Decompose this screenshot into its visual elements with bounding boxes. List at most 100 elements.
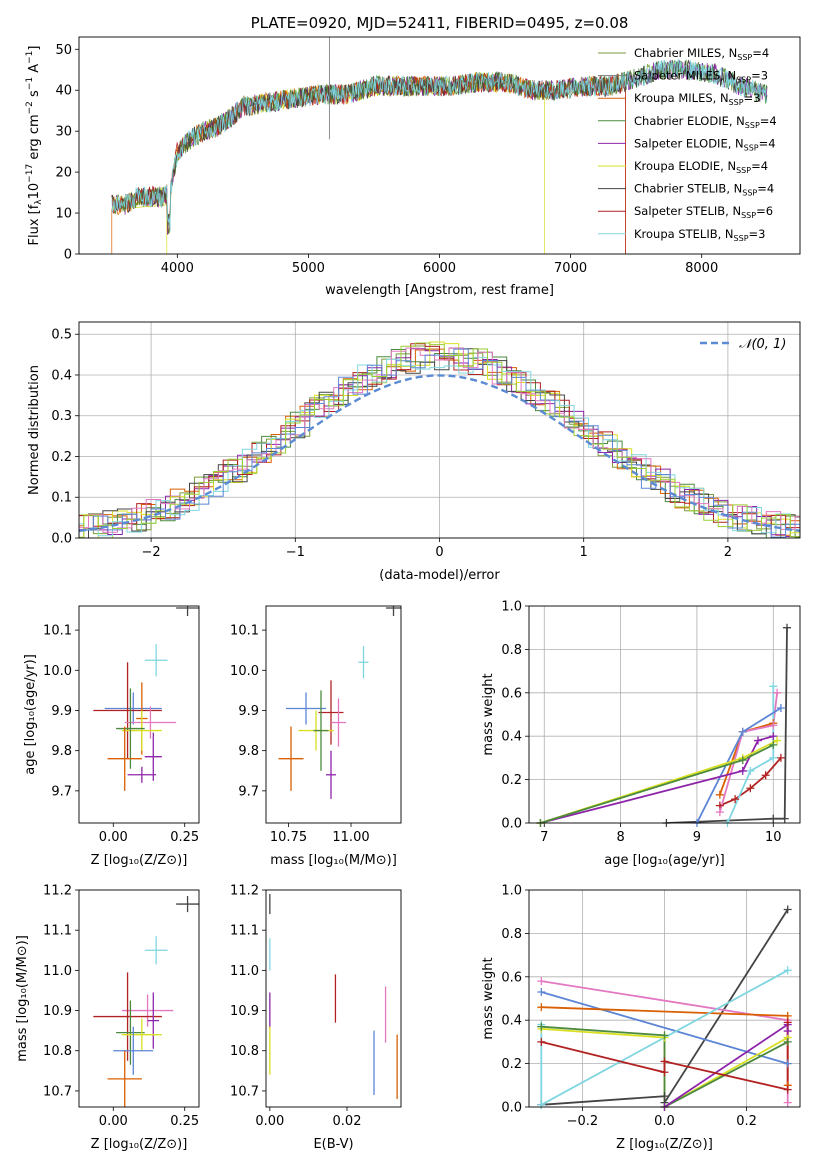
legend-label-text: Kroupa STELIB, N <box>634 227 734 241</box>
series-line <box>720 693 777 812</box>
y-tick-label: 0.2 <box>501 773 522 788</box>
x-axis-label: Z [log₁₀(Z/Z⊙)] <box>91 1137 188 1152</box>
legend-label-text: Kroupa ELODIE, N <box>634 159 736 173</box>
y-tick-label: 9.9 <box>51 704 72 719</box>
y-tick-label: 20 <box>55 166 72 181</box>
y-tick-label: 11.2 <box>43 884 72 899</box>
figure-canvas: 4000 5000 6000 7000 800001020304050PLATE=092… <box>0 0 819 1170</box>
plot-area <box>93 600 199 791</box>
legend-label-eq: =4 <box>759 136 776 150</box>
legend-label-text: Chabrier ELODIE, N <box>634 114 745 128</box>
legend-label-eq: =4 <box>751 159 768 173</box>
plot-area <box>270 894 397 1099</box>
x-tick-label: 0.00 <box>99 830 128 845</box>
x-tick-label: 7000 <box>554 261 587 276</box>
histogram-steps <box>74 348 819 538</box>
plot-area <box>65 322 819 538</box>
series-marker <box>769 682 777 690</box>
legend-label-eq: =6 <box>756 204 773 218</box>
legend-label: Kroupa ELODIE, NSSP=4 <box>634 159 768 175</box>
x-tick-label: −1 <box>286 545 305 560</box>
y-tick-label: 11.1 <box>230 924 259 939</box>
panel-3: 0.00 0.25 9.7 9.8 9.9 10.0 10.1 Z [log₁₀(Z/Z⊙)]… <box>23 600 199 868</box>
series-marker <box>537 1038 545 1046</box>
legend: 𝒩(0, 1) <box>700 337 786 352</box>
legend-label: Chabrier ELODIE, NSSP=4 <box>634 114 777 130</box>
y-tick-label: 0.2 <box>501 1057 522 1072</box>
y-tick-label: 10.1 <box>43 624 72 639</box>
y-tick-label: 10.9 <box>43 1004 72 1019</box>
histogram-steps <box>74 350 819 539</box>
panel-1: 4000 5000 6000 7000 8000 0 10 20 30 40 50 PLATE=092… <box>25 14 800 298</box>
series-marker <box>773 689 781 697</box>
y-tick-label: 10 <box>55 207 72 222</box>
x-tick-label: 0.2 <box>736 1114 757 1129</box>
y-axis-label: age [log₁₀(age/yr)] <box>23 654 38 775</box>
legend-label-eq: =4 <box>752 46 769 60</box>
y-axis-label-part: 10 <box>27 183 42 200</box>
legend-label-sub: SSP <box>744 143 759 152</box>
y-tick-label: 0.4 <box>501 1014 522 1029</box>
series-marker <box>661 1068 669 1076</box>
y-tick-label: 0.6 <box>501 970 522 985</box>
legend-label: Chabrier STELIB, NSSP=4 <box>634 182 774 198</box>
y-axis-label-part: Flux [f <box>27 204 42 245</box>
x-tick-label: 4000 <box>161 261 194 276</box>
y-axis-label-part: A <box>27 64 42 77</box>
legend-label-text: Salpeter ELODIE, N <box>634 136 744 150</box>
y-tick-label: 9.7 <box>51 784 72 799</box>
panel-5: 7 8 9 100.00.20.40.60.81.0age [log₁₀(age/yr… <box>481 600 800 869</box>
y-tick-label: 0.2 <box>51 450 72 465</box>
panel-4: 10.75 11.00 9.7 9.8 9.9 10.0 10.1 mass [log₁₀(M… <box>230 600 401 868</box>
axes-frame <box>266 890 401 1107</box>
legend-label-text: Kroupa MILES, N <box>634 91 729 105</box>
series-marker <box>783 624 791 632</box>
y-tick-label: 0 <box>64 248 72 263</box>
y-axis-label: mass weight <box>481 673 496 755</box>
y-tick-label: 10.1 <box>230 624 259 639</box>
y-axis-label-part: −2 <box>25 101 35 114</box>
x-tick-label: 10.75 <box>270 830 307 845</box>
y-tick-label: 11.2 <box>230 884 259 899</box>
series-marker <box>784 966 792 974</box>
y-axis-label-part: −1 <box>25 77 35 90</box>
legend-label-sub: SSP <box>729 98 744 107</box>
y-tick-label: 1.0 <box>501 884 522 899</box>
x-axis-label: Z [log₁₀(Z/Z⊙)] <box>91 853 188 868</box>
y-tick-label: 0.0 <box>501 1101 522 1116</box>
series-marker <box>769 754 777 762</box>
x-axis-label: E(B-V) <box>313 1137 353 1152</box>
x-tick-label: −0.2 <box>567 1114 599 1129</box>
series-marker <box>784 1027 792 1035</box>
x-tick-label: 8 <box>616 830 624 845</box>
x-tick-label: 0.02 <box>333 1114 362 1129</box>
x-tick-label: 7 <box>540 830 548 845</box>
axes-frame <box>79 606 199 823</box>
panel-2: −2 −1 0 1 20.00.10.20.30.40.5(data-model)/er… <box>27 322 819 583</box>
axes-frame <box>266 606 401 823</box>
legend-label-eq: =4 <box>757 182 774 196</box>
series-marker <box>769 815 777 823</box>
legend-label-sub: SSP <box>736 76 751 85</box>
plot-area <box>529 606 800 823</box>
x-axis-label: (data-model)/error <box>379 568 500 583</box>
legend-label-eq: =4 <box>760 114 777 128</box>
figure: 4000 5000 6000 7000 8000 0 10 20 30 40 50 PLATE=092… <box>0 0 819 1170</box>
y-axis-label-part: s <box>27 90 42 101</box>
x-axis-label: wavelength [Angstrom, rest frame] <box>325 283 554 298</box>
y-tick-label: 10.0 <box>230 664 259 679</box>
legend-label: Salpeter STELIB, NSSP=6 <box>634 204 773 220</box>
y-tick-label: 0.3 <box>51 409 72 424</box>
series-marker <box>781 815 789 823</box>
legend-label-text: Salpeter STELIB, N <box>634 204 741 218</box>
y-tick-label: 1.0 <box>501 600 522 615</box>
x-axis-label: mass [log₁₀(M/M⊙)] <box>270 853 397 868</box>
series-line <box>541 741 778 824</box>
panel-7: 0.00 0.0210.710.810.911.011.111.2E(B-V) <box>230 884 401 1153</box>
series-marker <box>537 988 545 996</box>
series-marker <box>537 1101 545 1109</box>
y-tick-label: 11.1 <box>43 924 72 939</box>
y-tick-label: 0.4 <box>501 730 522 745</box>
y-tick-label: 0.5 <box>51 328 72 343</box>
legend-label-eq: =3 <box>751 69 768 83</box>
